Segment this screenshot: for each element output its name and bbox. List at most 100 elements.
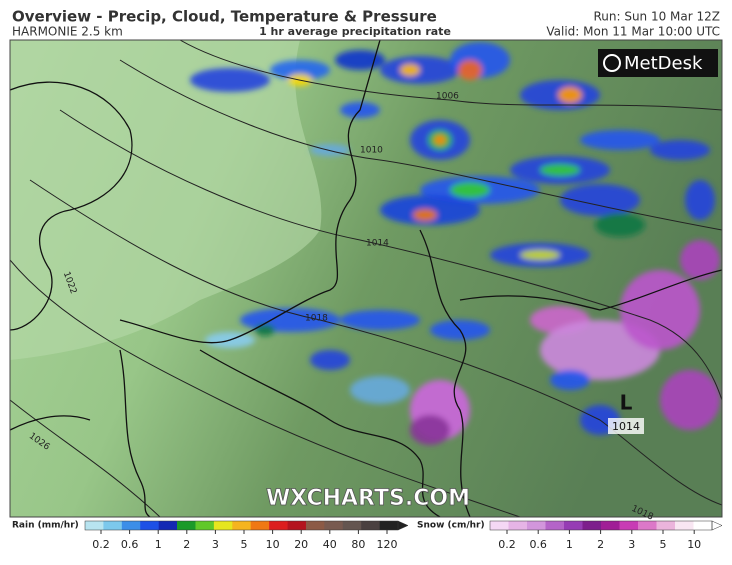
low-symbol: L — [620, 391, 633, 415]
legend-label: 40 — [323, 538, 337, 551]
low-pressure: 1014 — [612, 420, 640, 433]
legend-label: 10 — [266, 538, 280, 551]
rain-swatch — [361, 521, 380, 530]
rain-swatch — [158, 521, 178, 530]
snow-swatch — [638, 521, 657, 530]
legend-label: 1 — [155, 538, 162, 551]
snow-legend-title: Snow (cm/hr) — [417, 521, 485, 531]
borders — [10, 40, 722, 517]
snow-swatch — [601, 521, 620, 530]
map — [10, 40, 722, 517]
legend-label: 1 — [566, 538, 573, 551]
legend-label: 0.2 — [498, 538, 516, 551]
isobars — [10, 40, 722, 517]
rain-swatch-frame — [84, 520, 399, 531]
logo-box — [598, 49, 718, 77]
title: Overview - Precip, Cloud, Temperature & … — [12, 8, 437, 26]
rain-swatch — [287, 521, 307, 530]
valid-time: Valid: Mon 11 Mar 10:00 UTC — [546, 25, 720, 39]
precip-cell — [310, 350, 350, 370]
model: HARMONIE 2.5 km — [12, 25, 123, 39]
rain-swatch — [213, 521, 233, 530]
precip-cell — [350, 376, 410, 404]
precip-cell — [550, 370, 590, 390]
precip-cell — [540, 164, 580, 176]
low-label-box — [608, 418, 644, 434]
precip-cell — [620, 270, 700, 350]
isobar-label: 1018 — [305, 314, 328, 324]
run-time: Run: Sun 10 Mar 12Z — [593, 10, 720, 24]
rain-swatch — [103, 521, 123, 530]
snow-swatch — [582, 521, 602, 530]
precip-cell — [595, 213, 645, 237]
precip-cell — [558, 87, 582, 103]
rain-swatch — [342, 521, 362, 530]
precip-cell — [335, 50, 385, 70]
legend-label: 5 — [660, 538, 667, 551]
precip-cell — [434, 135, 446, 145]
rain-swatch — [140, 521, 159, 530]
map-frame — [9, 39, 723, 518]
rain-swatch — [379, 521, 399, 530]
precip-cell — [270, 60, 330, 80]
precip-cell — [520, 250, 560, 260]
snow-swatch — [527, 521, 546, 530]
legend-label: 0.6 — [529, 538, 547, 551]
legend-label: 2 — [597, 538, 604, 551]
rain-swatch — [250, 521, 270, 530]
snow-swatch — [675, 521, 694, 530]
snow-swatch — [545, 521, 565, 530]
watermark: WXCHARTS.COM — [266, 486, 470, 511]
isobar-label: 1010 — [360, 146, 383, 156]
rain-swatch — [269, 521, 288, 530]
subtitle: 1 hr average precipitation rate — [259, 25, 451, 38]
legend: 0.2 0.6 1 2 3 5 10 20 40 80 120 0.2 0.6 1 2 3 5 10 — [84, 520, 723, 551]
legend-label: 10 — [687, 538, 701, 551]
precip-cell — [680, 240, 720, 280]
snow-swatch — [508, 521, 528, 530]
precipitation — [190, 42, 720, 445]
rain-legend-title: Rain (mm/hr) — [12, 521, 79, 531]
precip-cell — [650, 140, 710, 160]
precip-cell — [410, 415, 450, 445]
rain-swatch-arrow — [397, 520, 409, 531]
snow-swatch — [656, 521, 676, 530]
legend-label: 5 — [241, 538, 248, 551]
legend-label: 20 — [294, 538, 308, 551]
rain-swatch — [232, 521, 252, 530]
isobar-label: 1006 — [436, 92, 459, 102]
legend-label: 120 — [377, 538, 398, 551]
precip-cell — [450, 182, 490, 198]
precip-cell — [458, 60, 482, 80]
rain-swatch — [177, 521, 196, 530]
snow-swatch — [564, 521, 583, 530]
legend-label: 80 — [351, 538, 365, 551]
legend-label: 0.6 — [121, 538, 139, 551]
legend-label: 0.2 — [92, 538, 110, 551]
isobar-label: 1014 — [366, 239, 389, 249]
rain-swatch — [195, 521, 215, 530]
logo-text: MetDesk — [624, 53, 703, 74]
rain-swatch — [324, 521, 344, 530]
precip-cell — [660, 370, 720, 430]
precip-cell — [190, 68, 270, 92]
precip-cell — [413, 209, 437, 221]
legend-label: 3 — [628, 538, 635, 551]
precip-cell — [580, 130, 660, 150]
precip-cell — [255, 324, 275, 336]
precip-cell — [685, 180, 715, 220]
rain-swatch — [121, 521, 141, 530]
legend-label: 2 — [183, 538, 190, 551]
precip-cell — [560, 184, 640, 216]
snow-swatch — [490, 521, 509, 530]
logo-icon — [603, 54, 621, 72]
sea-area — [10, 40, 322, 360]
logo: MetDesk — [598, 49, 718, 77]
precip-cell — [400, 64, 420, 76]
snow-swatch-arrow — [711, 520, 723, 531]
rain-swatch — [85, 521, 104, 530]
rain-swatch — [305, 521, 325, 530]
snow-swatch — [693, 521, 713, 530]
snow-swatch — [619, 521, 639, 530]
